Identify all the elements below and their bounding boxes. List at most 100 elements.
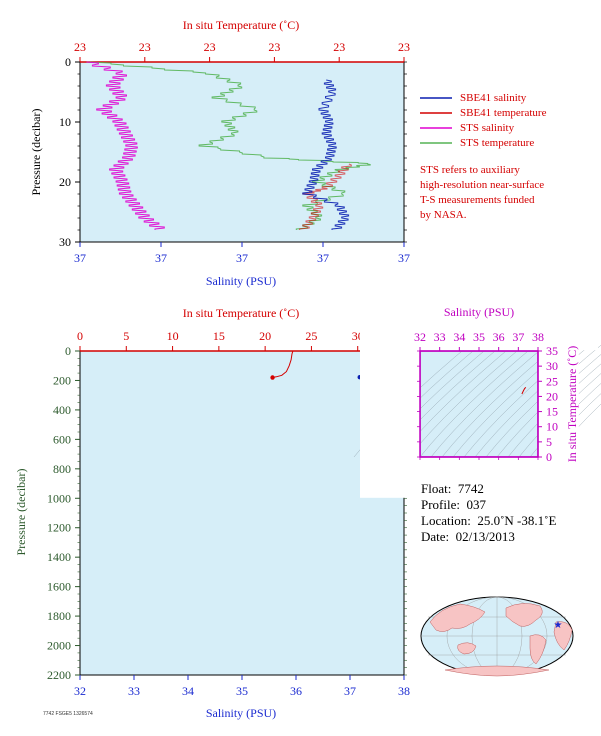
float-info: Float: 7742 Profile: 037 Location: 25.0˚… [421, 481, 556, 545]
location-label: Location: [421, 513, 471, 528]
upper-top-axis-title: In situ Temperature (˚C) [183, 18, 300, 32]
lower-top-tick-label: 15 [213, 329, 225, 343]
upper-bottom-ticks: 37 37 37 37 37 [74, 242, 410, 265]
lower-left-tick-label: 2200 [47, 668, 71, 682]
sts-note-line-1: STS refers to auxiliary [420, 164, 520, 176]
lower-top-tick-label: 5 [123, 329, 129, 343]
upper-top-tick-label: 23 [139, 40, 151, 54]
sts-note: STS refers to auxiliary high-resolution … [420, 163, 595, 223]
upper-bottom-tick-label: 37 [398, 251, 410, 265]
sbe41-salinity-line [302, 79, 350, 230]
lower-bottom-tick-label: 33 [128, 684, 140, 698]
location-value: 25.0˚N -38.1˚E [477, 513, 557, 528]
lower-top-tick-label: 25 [305, 329, 317, 343]
upper-left-tick-label: 10 [59, 115, 71, 129]
lower-top-axis-title: In situ Temperature (˚C) [183, 306, 300, 320]
upper-top-tick-label: 23 [74, 40, 86, 54]
profile-label: Profile: [421, 497, 460, 512]
lower-left-tick-label: 0 [65, 344, 71, 358]
upper-top-ticks: 23 23 23 23 23 23 [74, 40, 410, 62]
profile-row: Profile: 037 [421, 497, 556, 513]
ts-density-contour [485, 344, 601, 458]
ts-right-tick-label: 0 [546, 450, 552, 464]
ts-density-contour [430, 340, 552, 458]
legend-label-sbe41-salinity: SBE41 salinity [460, 92, 527, 104]
legend-label-sts-temperature: STS temperature [460, 137, 534, 149]
sts-note-line-2: high-resolution near-surface [420, 179, 545, 191]
upper-bottom-tick-label: 37 [155, 251, 167, 265]
lower-top-tick-label: 0 [77, 329, 83, 343]
ts-series-group [521, 386, 527, 395]
lower-top-tick-label: 20 [259, 329, 271, 343]
lower-bottom-tick-label: 34 [182, 684, 194, 698]
upper-bottom-tick-label: 37 [236, 251, 248, 265]
upper-bottom-tick-label: 37 [74, 251, 86, 265]
lower-bottom-tick-label: 32 [74, 684, 86, 698]
lower-left-tick-label: 1600 [47, 580, 71, 594]
sts-note-line-3: T-S measurements funded [420, 194, 535, 206]
lower-bottom-tick-label: 37 [344, 684, 356, 698]
ts-right-tick-label: 20 [546, 389, 558, 403]
upper-top-tick-label: 23 [333, 40, 345, 54]
lower-left-tick-label: 1800 [47, 609, 71, 623]
sts-salinity-line [86, 61, 165, 230]
lower-bottom-ticks: 32 33 34 35 36 37 38 [74, 675, 410, 698]
ts-top-tick-label: 38 [532, 330, 544, 344]
lower-left-tick-label: 2000 [47, 639, 71, 653]
ts-density-contours [353, 311, 601, 498]
sts-note-line-4: by NASA. [420, 209, 467, 221]
legend-label-sbe41-temperature: SBE41 temperature [460, 107, 547, 119]
lower-left-tick-label: 800 [53, 462, 71, 476]
temperature-profile-end-marker [270, 375, 275, 380]
upper-top-tick-label: 23 [268, 40, 280, 54]
upper-bottom-tick-label: 37 [317, 251, 329, 265]
ts-right-tick-label: 30 [546, 359, 558, 373]
ts-profile-line [521, 386, 527, 395]
ts-right-tick-label: 5 [546, 435, 552, 449]
ts-right-axis-title: In situ Temperature (˚C) [565, 346, 579, 463]
location-row: Location: 25.0˚N -38.1˚E [421, 513, 556, 529]
upper-left-tick-label: 30 [59, 235, 71, 249]
lower-bottom-tick-label: 38 [398, 684, 410, 698]
upper-bottom-axis-title: Salinity (PSU) [206, 274, 276, 288]
temperature-profile-line [272, 350, 294, 378]
float-value: 7742 [457, 481, 484, 496]
date-row: Date: 02/13/2013 [421, 529, 556, 545]
float-label: Float: [421, 481, 452, 496]
upper-left-axis-title: Pressure (decibar) [29, 109, 43, 196]
ts-mask-bottom [360, 457, 598, 498]
float-row: Float: 7742 [421, 481, 556, 497]
lower-left-tick-label: 600 [53, 432, 71, 446]
ts-top-tick-label: 33 [434, 330, 446, 344]
legend: SBE41 salinity SBE41 temperature STS sal… [420, 92, 547, 149]
upper-left-ticks: 0 10 20 30 [59, 55, 407, 249]
ts-right-tick-label: 35 [546, 344, 558, 358]
lower-left-tick-label: 1400 [47, 550, 71, 564]
upper-plot-area [79, 61, 405, 243]
upper-series-group [86, 61, 371, 230]
ts-top-tick-label: 32 [414, 330, 426, 344]
sts-temperature-line [86, 61, 371, 230]
lower-plot-area [79, 350, 405, 676]
credit-text: 7742 FSGE5 1326574 [43, 711, 93, 717]
ts-right-tick-label: 15 [546, 405, 558, 419]
lower-top-tick-label: 10 [167, 329, 179, 343]
lower-bottom-axis-title: Salinity (PSU) [206, 706, 276, 720]
lower-left-axis-title: Pressure (decibar) [14, 469, 28, 556]
upper-panel: 23 23 23 23 23 23 37 37 37 37 37 0 10 20 30 In situ … [29, 18, 410, 288]
ts-top-tick-label: 34 [453, 330, 465, 344]
lower-left-tick-label: 1000 [47, 491, 71, 505]
ts-right-tick-label: 10 [546, 420, 558, 434]
ts-top-tick-label: 37 [512, 330, 524, 344]
lower-left-tick-label: 1200 [47, 521, 71, 535]
lower-bottom-tick-label: 35 [236, 684, 248, 698]
upper-top-tick-label: 23 [204, 40, 216, 54]
ts-top-axis-title: Salinity (PSU) [444, 305, 514, 319]
world-map-inset: ★ [420, 596, 574, 677]
upper-left-tick-label: 0 [65, 55, 71, 69]
lower-bottom-tick-label: 36 [290, 684, 302, 698]
date-label: Date: [421, 529, 450, 544]
